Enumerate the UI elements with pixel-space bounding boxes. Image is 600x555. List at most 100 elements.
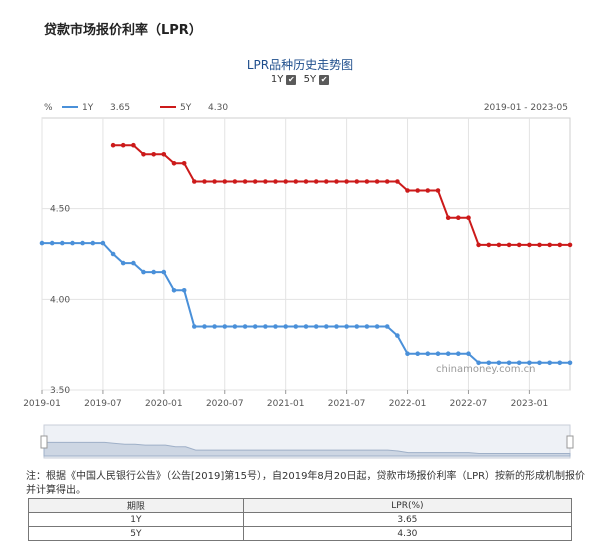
- data-point-5y[interactable]: [120, 142, 126, 148]
- data-point-1y[interactable]: [49, 240, 55, 246]
- data-point-5y[interactable]: [222, 179, 228, 184]
- data-point-1y[interactable]: [273, 324, 278, 329]
- data-point-1y[interactable]: [232, 324, 238, 329]
- data-point-5y[interactable]: [212, 179, 217, 184]
- data-point-5y[interactable]: [486, 242, 492, 248]
- range-navigator[interactable]: [40, 424, 574, 459]
- data-point-1y[interactable]: [384, 324, 390, 329]
- data-point-1y[interactable]: [476, 360, 481, 366]
- navigator-left-handle[interactable]: [40, 435, 48, 449]
- data-point-1y[interactable]: [364, 324, 370, 329]
- data-point-1y[interactable]: [527, 360, 532, 366]
- data-point-5y[interactable]: [202, 179, 207, 184]
- data-point-5y[interactable]: [303, 179, 309, 184]
- checkbox-checked-icon[interactable]: ✔: [319, 74, 330, 85]
- data-point-1y[interactable]: [395, 333, 400, 338]
- data-point-5y[interactable]: [263, 179, 268, 184]
- data-point-1y[interactable]: [151, 269, 156, 275]
- data-point-5y[interactable]: [313, 179, 319, 184]
- data-point-5y[interactable]: [324, 179, 329, 184]
- data-point-1y[interactable]: [567, 360, 573, 366]
- data-point-5y[interactable]: [395, 179, 400, 184]
- data-point-5y[interactable]: [516, 242, 522, 248]
- data-point-5y[interactable]: [192, 179, 197, 184]
- data-point-1y[interactable]: [60, 240, 65, 246]
- data-point-1y[interactable]: [486, 360, 492, 366]
- data-point-5y[interactable]: [344, 179, 349, 184]
- data-point-5y[interactable]: [466, 215, 471, 220]
- data-point-1y[interactable]: [435, 351, 441, 357]
- data-point-5y[interactable]: [151, 152, 156, 157]
- data-point-5y[interactable]: [547, 242, 552, 248]
- data-point-1y[interactable]: [39, 240, 45, 246]
- data-point-1y[interactable]: [242, 324, 248, 329]
- data-point-5y[interactable]: [456, 215, 461, 220]
- data-point-1y[interactable]: [263, 324, 268, 329]
- data-point-5y[interactable]: [283, 179, 289, 184]
- data-point-1y[interactable]: [334, 324, 339, 329]
- data-point-1y[interactable]: [120, 260, 126, 266]
- data-point-1y[interactable]: [506, 360, 512, 366]
- data-point-1y[interactable]: [466, 351, 471, 357]
- data-point-1y[interactable]: [303, 324, 309, 329]
- data-point-5y[interactable]: [537, 242, 542, 248]
- data-point-1y[interactable]: [181, 288, 187, 293]
- data-point-5y[interactable]: [131, 142, 136, 148]
- data-point-5y[interactable]: [405, 188, 410, 193]
- data-point-5y[interactable]: [110, 142, 116, 148]
- data-point-5y[interactable]: [425, 188, 431, 193]
- data-point-5y[interactable]: [181, 161, 187, 166]
- data-point-1y[interactable]: [313, 324, 319, 329]
- data-point-5y[interactable]: [415, 188, 421, 193]
- data-point-5y[interactable]: [557, 242, 563, 248]
- data-point-5y[interactable]: [445, 215, 451, 220]
- data-point-1y[interactable]: [344, 324, 349, 329]
- data-point-1y[interactable]: [192, 324, 197, 329]
- data-point-1y[interactable]: [537, 360, 542, 366]
- data-point-5y[interactable]: [242, 179, 248, 184]
- data-point-1y[interactable]: [293, 324, 299, 329]
- data-point-5y[interactable]: [354, 179, 360, 184]
- data-point-1y[interactable]: [70, 240, 75, 246]
- data-point-5y[interactable]: [506, 242, 512, 248]
- data-point-1y[interactable]: [516, 360, 522, 366]
- data-point-1y[interactable]: [354, 324, 360, 329]
- data-point-1y[interactable]: [374, 324, 380, 329]
- data-point-1y[interactable]: [496, 360, 502, 366]
- data-point-5y[interactable]: [232, 179, 238, 184]
- data-point-5y[interactable]: [384, 179, 390, 184]
- data-point-5y[interactable]: [161, 152, 167, 157]
- data-point-5y[interactable]: [293, 179, 299, 184]
- data-point-5y[interactable]: [334, 179, 339, 184]
- data-point-1y[interactable]: [110, 251, 116, 257]
- data-point-1y[interactable]: [557, 360, 563, 366]
- data-point-5y[interactable]: [496, 242, 502, 248]
- data-point-1y[interactable]: [202, 324, 207, 329]
- data-point-5y[interactable]: [273, 179, 278, 184]
- data-point-5y[interactable]: [476, 242, 481, 248]
- toggle-5y[interactable]: 5Y ✔: [304, 74, 330, 85]
- data-point-5y[interactable]: [567, 242, 573, 248]
- data-point-1y[interactable]: [171, 288, 177, 293]
- data-point-5y[interactable]: [141, 152, 146, 157]
- data-point-1y[interactable]: [131, 260, 136, 266]
- data-point-1y[interactable]: [100, 240, 106, 246]
- data-point-1y[interactable]: [212, 324, 217, 329]
- navigator-right-handle[interactable]: [566, 435, 574, 449]
- data-point-5y[interactable]: [527, 242, 532, 248]
- data-point-1y[interactable]: [425, 351, 431, 357]
- data-point-1y[interactable]: [141, 269, 146, 275]
- checkbox-checked-icon[interactable]: ✔: [286, 74, 297, 85]
- data-point-1y[interactable]: [90, 240, 96, 246]
- data-point-1y[interactable]: [283, 324, 289, 329]
- data-point-1y[interactable]: [252, 324, 258, 329]
- data-point-1y[interactable]: [445, 351, 451, 357]
- data-point-5y[interactable]: [374, 179, 380, 184]
- data-point-1y[interactable]: [405, 351, 410, 357]
- data-point-1y[interactable]: [547, 360, 552, 366]
- data-point-1y[interactable]: [415, 351, 421, 357]
- data-point-5y[interactable]: [171, 161, 177, 166]
- data-point-1y[interactable]: [456, 351, 461, 357]
- data-point-1y[interactable]: [161, 269, 167, 275]
- data-point-5y[interactable]: [252, 179, 258, 184]
